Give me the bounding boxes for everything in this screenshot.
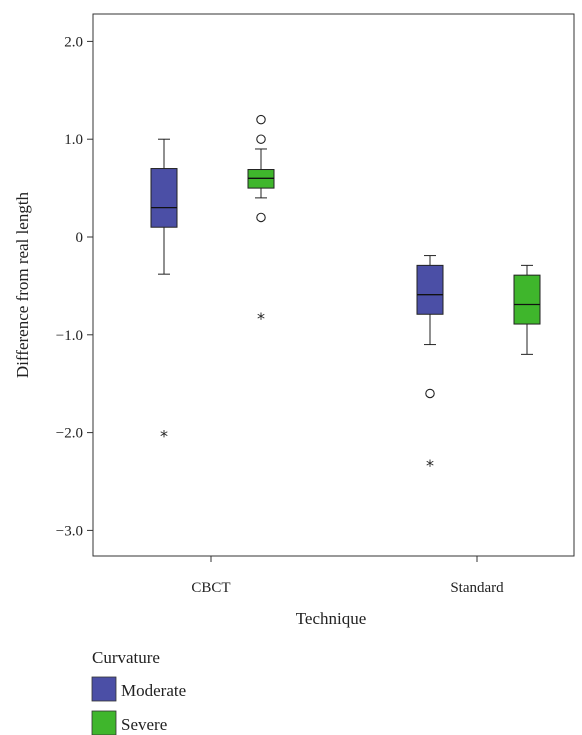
box-severe-standard xyxy=(513,264,541,355)
legend-swatch-moderate xyxy=(91,676,117,702)
legend-swatch-severe xyxy=(91,710,117,735)
box-moderate-standard: * xyxy=(416,255,444,475)
plot-area xyxy=(92,13,575,557)
y-tick-label: −1.0 xyxy=(56,328,83,344)
legend-title: Curvature xyxy=(92,648,160,667)
extreme-point: * xyxy=(160,427,168,446)
outlier-point xyxy=(256,134,266,144)
extreme-point: * xyxy=(426,456,434,475)
outlier-point xyxy=(256,212,266,223)
x-axis-label: Technique xyxy=(296,609,367,628)
y-tick-label: −2.0 xyxy=(56,426,83,442)
box-iqr xyxy=(150,168,178,228)
box-iqr xyxy=(416,264,444,315)
y-tick-label: −3.0 xyxy=(56,523,83,539)
legend-label-severe: Severe xyxy=(121,715,167,734)
x-tick-label: CBCT xyxy=(191,580,230,596)
box-moderate-cbct: * xyxy=(150,138,178,446)
y-tick-label: 2.0 xyxy=(64,34,83,50)
legend-label-moderate: Moderate xyxy=(121,681,186,700)
outlier-point xyxy=(425,388,435,399)
y-tick-label: 1.0 xyxy=(64,132,83,148)
extreme-point: * xyxy=(257,309,265,328)
x-tick-label: Standard xyxy=(450,580,504,596)
box-iqr xyxy=(513,274,541,325)
y-axis-label: Difference from real length xyxy=(13,191,32,378)
box-severe-cbct: * xyxy=(247,114,275,328)
outlier-point xyxy=(256,114,266,125)
y-tick-label: 0 xyxy=(76,230,84,246)
legend: Curvature Moderate Severe xyxy=(91,648,186,735)
